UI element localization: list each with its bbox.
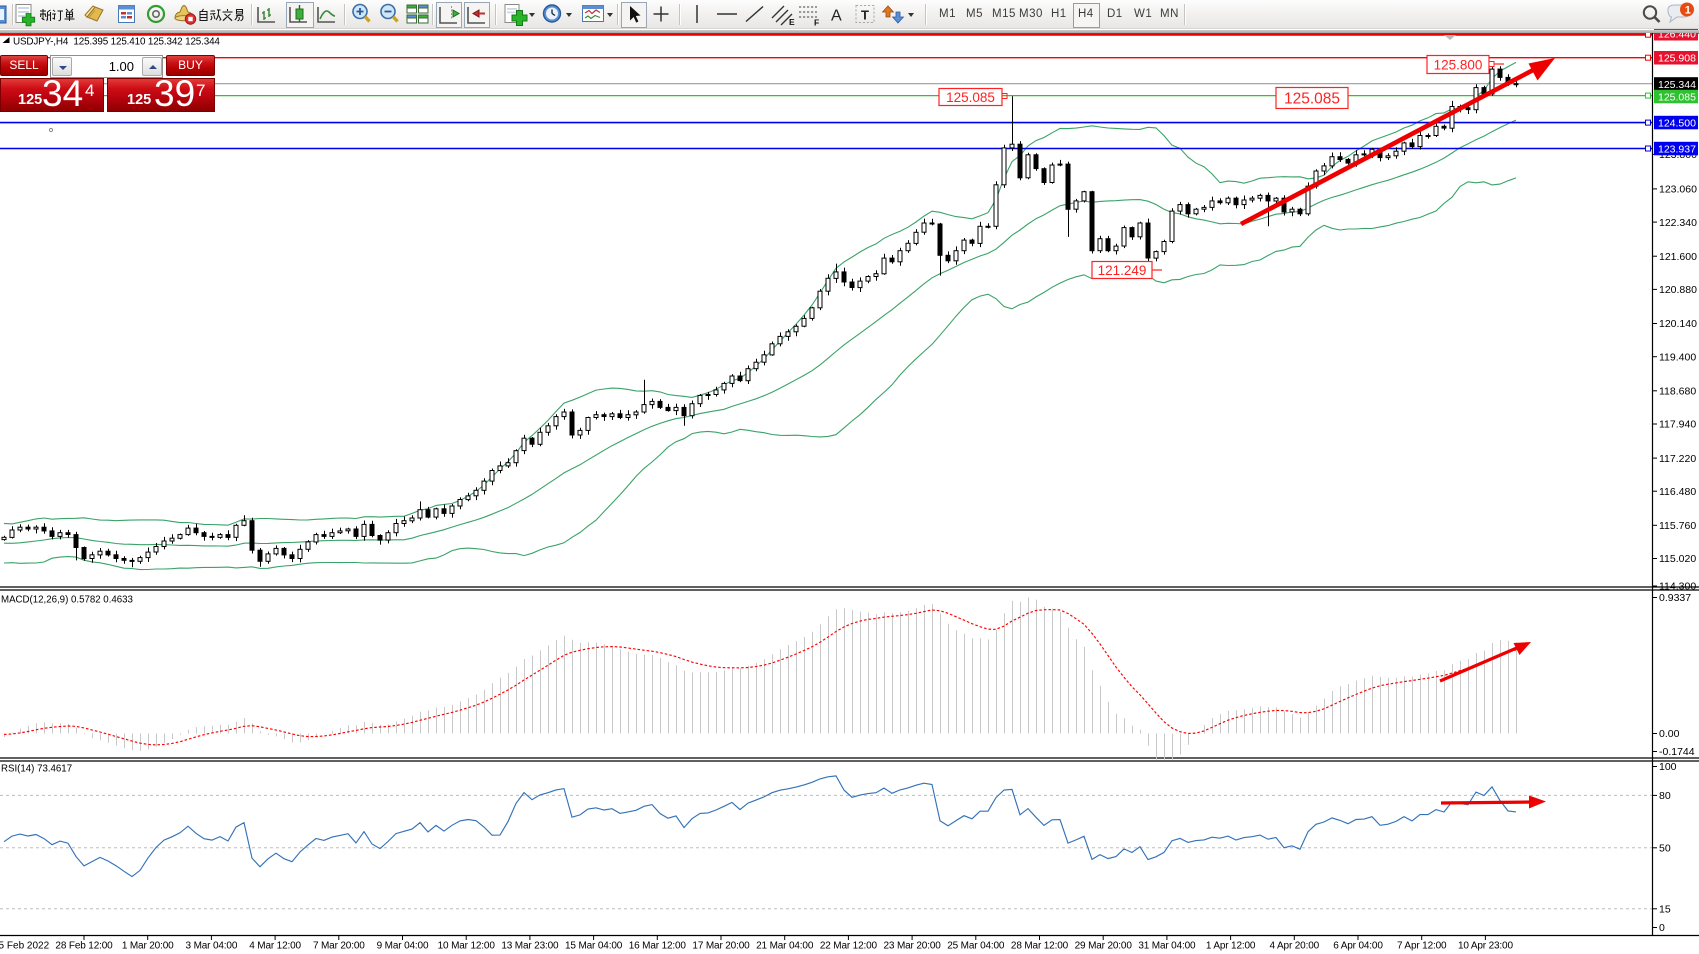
svg-text:120.140: 120.140	[1659, 318, 1697, 330]
svg-text:118.680: 118.680	[1659, 386, 1696, 398]
svg-text:22 Mar 12:00: 22 Mar 12:00	[820, 941, 878, 952]
svg-text:E: E	[789, 17, 795, 27]
svg-text:7 Mar 20:00: 7 Mar 20:00	[313, 941, 365, 952]
svg-text:25 Mar 04:00: 25 Mar 04:00	[947, 941, 1005, 952]
svg-text:13 Mar 23:00: 13 Mar 23:00	[501, 941, 559, 952]
svg-text:114.300: 114.300	[1659, 581, 1696, 593]
svg-text:123.060: 123.060	[1659, 184, 1697, 196]
svg-text:0.9337: 0.9337	[1659, 592, 1691, 604]
svg-text:125.800: 125.800	[1434, 57, 1483, 72]
svg-text:T: T	[861, 8, 869, 23]
svg-text:4 Apr 20:00: 4 Apr 20:00	[1270, 941, 1320, 952]
svg-text:119.400: 119.400	[1659, 351, 1696, 363]
svg-text:116.480: 116.480	[1659, 486, 1696, 498]
svg-text:50: 50	[1659, 843, 1671, 855]
svg-text:115.760: 115.760	[1659, 520, 1696, 532]
svg-text:0.00: 0.00	[1659, 728, 1680, 740]
svg-text:9 Mar 04:00: 9 Mar 04:00	[377, 941, 429, 952]
svg-text:117.940: 117.940	[1659, 419, 1696, 431]
svg-text:21 Mar 04:00: 21 Mar 04:00	[756, 941, 814, 952]
svg-text:15 Mar 04:00: 15 Mar 04:00	[565, 941, 623, 952]
svg-text:1 Apr 12:00: 1 Apr 12:00	[1206, 941, 1256, 952]
svg-text:0: 0	[1659, 922, 1665, 934]
svg-text:123.937: 123.937	[1658, 143, 1696, 155]
svg-text:28 Feb 12:00: 28 Feb 12:00	[55, 941, 113, 952]
svg-text:25 Feb 2022: 25 Feb 2022	[0, 941, 50, 952]
svg-text:MACD(12,26,9) 0.5782 0.4633: MACD(12,26,9) 0.5782 0.4633	[1, 595, 133, 606]
svg-text:1: 1	[1685, 5, 1691, 17]
svg-text:125.344: 125.344	[1658, 79, 1696, 91]
svg-text:A: A	[831, 8, 842, 25]
svg-text:7 Apr 12:00: 7 Apr 12:00	[1397, 941, 1447, 952]
svg-text:USDJPY-,H4 125.395 125.410 12: USDJPY-,H4 125.395 125.410 125.342 125.3…	[13, 37, 220, 48]
svg-text:RSI(14) 73.4617: RSI(14) 73.4617	[1, 764, 72, 775]
svg-text:31 Mar 04:00: 31 Mar 04:00	[1138, 941, 1196, 952]
svg-text:4 Mar 12:00: 4 Mar 12:00	[249, 941, 301, 952]
svg-text:120.880: 120.880	[1659, 284, 1697, 296]
svg-text:125.085: 125.085	[1284, 91, 1340, 108]
svg-text:80: 80	[1659, 790, 1671, 802]
svg-text:121.249: 121.249	[1098, 263, 1147, 278]
svg-text:125.908: 125.908	[1658, 53, 1696, 65]
svg-text:17 Mar 20:00: 17 Mar 20:00	[692, 941, 750, 952]
svg-text:10 Mar 12:00: 10 Mar 12:00	[438, 941, 496, 952]
svg-text:122.340: 122.340	[1659, 217, 1697, 229]
svg-text:6 Apr 04:00: 6 Apr 04:00	[1333, 941, 1383, 952]
svg-text:125.085: 125.085	[1658, 91, 1696, 103]
svg-text:115.020: 115.020	[1659, 553, 1696, 565]
svg-text:117.220: 117.220	[1659, 453, 1696, 465]
svg-text:F: F	[814, 18, 819, 28]
svg-text:23 Mar 20:00: 23 Mar 20:00	[884, 941, 942, 952]
svg-text:125.085: 125.085	[946, 90, 995, 105]
svg-text:16 Mar 12:00: 16 Mar 12:00	[629, 941, 687, 952]
svg-text:15: 15	[1659, 904, 1671, 916]
svg-text:3 Mar 04:00: 3 Mar 04:00	[186, 941, 238, 952]
svg-text:28 Mar 12:00: 28 Mar 12:00	[1011, 941, 1069, 952]
svg-text:121.600: 121.600	[1659, 251, 1697, 263]
svg-text:124.500: 124.500	[1658, 117, 1696, 129]
svg-text:1 Mar 20:00: 1 Mar 20:00	[122, 941, 174, 952]
svg-text:29 Mar 20:00: 29 Mar 20:00	[1075, 941, 1133, 952]
svg-text:10 Apr 23:00: 10 Apr 23:00	[1458, 941, 1514, 952]
svg-text:-0.1744: -0.1744	[1659, 746, 1695, 758]
svg-text:100: 100	[1659, 761, 1677, 773]
